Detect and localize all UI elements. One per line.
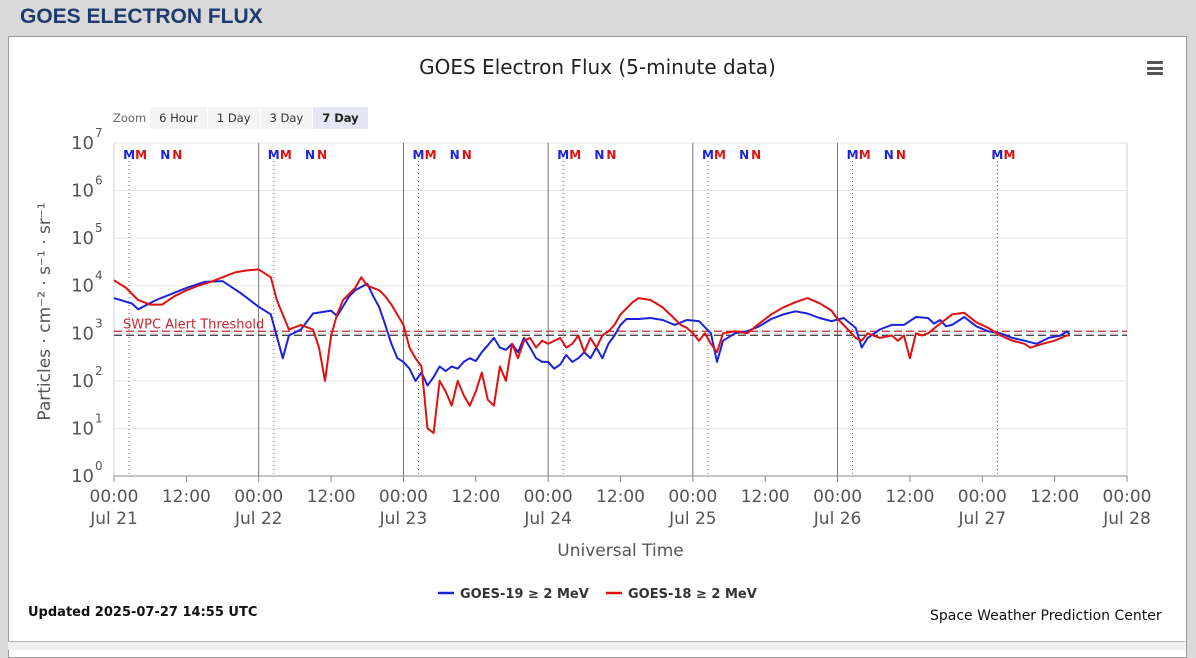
zoom-6hour-button[interactable]: 6 Hour bbox=[150, 107, 207, 129]
y-tick-label: 10 bbox=[71, 276, 94, 297]
x-tick-label: 00:00 bbox=[668, 487, 717, 507]
marker-label: N bbox=[317, 148, 327, 162]
series-line-goes18 bbox=[113, 268, 1070, 434]
y-tick-label: 10 bbox=[71, 181, 94, 202]
x-tick-date: Jul 26 bbox=[813, 509, 862, 529]
y-tick-exponent: 2 bbox=[95, 364, 103, 378]
y-tick-exponent: 4 bbox=[95, 269, 103, 283]
marker-label: M bbox=[1003, 148, 1015, 162]
marker-label: N bbox=[884, 148, 894, 162]
marker-label: M bbox=[859, 148, 871, 162]
credit-text: Space Weather Prediction Center bbox=[930, 608, 1162, 624]
marker-label: M bbox=[557, 148, 569, 162]
x-tick-label: 00:00 bbox=[524, 487, 573, 507]
bottom-strip bbox=[8, 641, 1185, 650]
plot-area bbox=[113, 142, 1128, 477]
marker-label: N bbox=[594, 148, 604, 162]
y-tick-label: 10 bbox=[71, 418, 94, 439]
x-tick-label: 12:00 bbox=[1030, 487, 1079, 507]
y-tick-exponent: 1 bbox=[95, 411, 103, 425]
x-tick-label: 12:00 bbox=[451, 487, 500, 507]
marker-label: M bbox=[123, 148, 135, 162]
x-tick-label: 12:00 bbox=[307, 487, 356, 507]
x-axis-title: Universal Time bbox=[557, 541, 683, 561]
y-tick-label: 10 bbox=[71, 228, 94, 249]
marker-label: M bbox=[268, 148, 280, 162]
zoom-label: Zoom bbox=[113, 111, 147, 125]
page-title: GOES ELECTRON FLUX bbox=[20, 5, 263, 28]
marker-label: M bbox=[135, 148, 147, 162]
x-tick-label: 00:00 bbox=[1103, 487, 1152, 507]
marker-label: N bbox=[305, 148, 315, 162]
chart-title: GOES Electron Flux (5-minute data) bbox=[419, 55, 776, 79]
y-tick-exponent: 6 bbox=[95, 174, 103, 188]
y-tick-label: 10 bbox=[71, 323, 94, 344]
series-line-goes19 bbox=[113, 280, 1071, 387]
marker-label: N bbox=[160, 148, 170, 162]
marker-label: M bbox=[425, 148, 437, 162]
x-tick-label: 00:00 bbox=[234, 487, 283, 507]
y-tick-exponent: 5 bbox=[95, 221, 103, 235]
legend-label: GOES-18 ≥ 2 MeV bbox=[628, 587, 757, 602]
x-tick-date: Jul 22 bbox=[234, 509, 283, 529]
x-tick-label: 12:00 bbox=[596, 487, 645, 507]
marker-label: M bbox=[991, 148, 1003, 162]
y-tick-exponent: 0 bbox=[95, 459, 103, 473]
y-tick-label: 10 bbox=[71, 371, 94, 392]
y-tick-exponent: 3 bbox=[95, 316, 103, 330]
legend-label: GOES-19 ≥ 2 MeV bbox=[460, 587, 589, 602]
marker-label: N bbox=[462, 148, 472, 162]
marker-label: N bbox=[606, 148, 616, 162]
y-tick-label: 10 bbox=[71, 133, 94, 154]
marker-label: N bbox=[172, 148, 182, 162]
x-tick-label: 00:00 bbox=[90, 487, 139, 507]
x-tick-label: 12:00 bbox=[741, 487, 790, 507]
x-tick-date: Jul 27 bbox=[958, 509, 1007, 529]
marker-label: N bbox=[739, 148, 749, 162]
x-tick-date: Jul 23 bbox=[379, 509, 428, 529]
x-tick-date: Jul 21 bbox=[89, 509, 138, 529]
legend-item-goes19[interactable]: GOES-19 ≥ 2 MeV bbox=[438, 587, 589, 602]
x-tick-label: 00:00 bbox=[379, 487, 428, 507]
y-axis-title: Particles · cm⁻² · s⁻¹ · sr⁻¹ bbox=[35, 202, 55, 420]
marker-label: M bbox=[702, 148, 714, 162]
x-tick-date: Jul 28 bbox=[1102, 509, 1151, 529]
menu-icon[interactable] bbox=[1147, 61, 1163, 75]
marker-label: M bbox=[569, 148, 581, 162]
zoom-7day-button[interactable]: 7 Day bbox=[313, 107, 368, 129]
marker-label: M bbox=[714, 148, 726, 162]
legend-item-goes18[interactable]: GOES-18 ≥ 2 MeV bbox=[606, 587, 757, 602]
marker-label: M bbox=[413, 148, 425, 162]
zoom-bar: Zoom 6 Hour 1 Day 3 Day 7 Day bbox=[113, 106, 369, 130]
marker-label: M bbox=[847, 148, 859, 162]
y-tick-exponent: 7 bbox=[95, 126, 103, 140]
x-tick-date: Jul 24 bbox=[523, 509, 572, 529]
threshold-label: SWPC Alert Threshold bbox=[123, 317, 264, 332]
marker-label: N bbox=[450, 148, 460, 162]
marker-label: M bbox=[280, 148, 292, 162]
x-tick-label: 00:00 bbox=[813, 487, 862, 507]
y-tick-label: 10 bbox=[71, 466, 94, 487]
zoom-3day-button[interactable]: 3 Day bbox=[260, 107, 313, 129]
x-tick-label: 00:00 bbox=[958, 487, 1007, 507]
marker-label: N bbox=[751, 148, 761, 162]
zoom-1day-button[interactable]: 1 Day bbox=[207, 107, 260, 129]
updated-timestamp: Updated 2025-07-27 14:55 UTC bbox=[28, 605, 258, 620]
x-tick-label: 12:00 bbox=[162, 487, 211, 507]
marker-label: N bbox=[896, 148, 906, 162]
x-tick-label: 12:00 bbox=[885, 487, 934, 507]
x-tick-date: Jul 25 bbox=[668, 509, 717, 529]
